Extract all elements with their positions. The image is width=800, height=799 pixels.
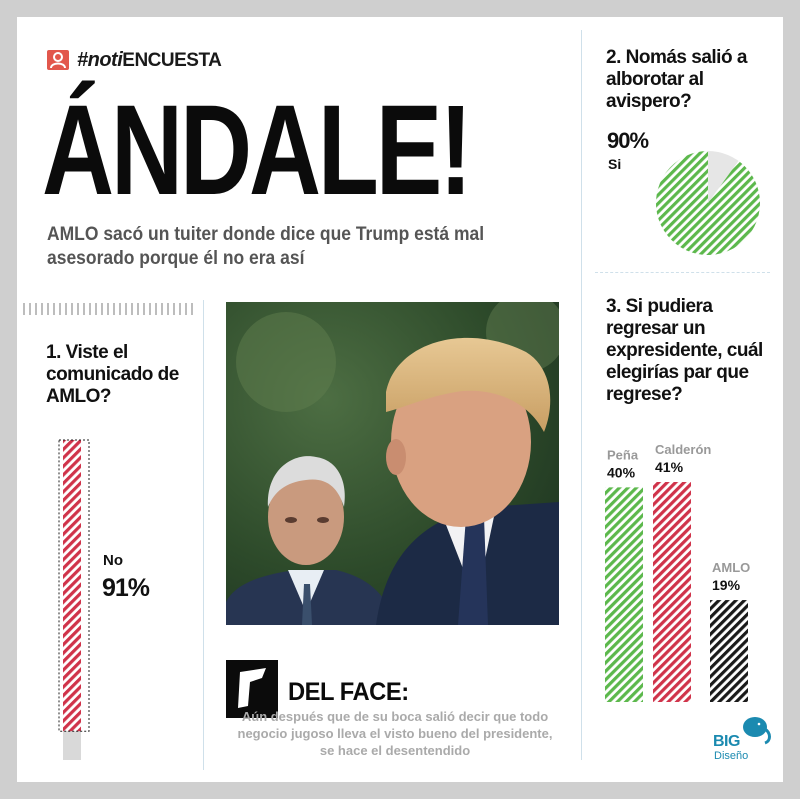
chart-2-pie <box>656 151 760 255</box>
logo-name: BIG <box>713 733 740 750</box>
question-2-title: 2. Nomás salió a alborotar al avispero? <box>606 47 747 112</box>
chart-3-category-0: Peña <box>607 447 639 462</box>
chart-3-bar-0 <box>605 487 643 702</box>
chart-3-value-label-2: 19% <box>712 577 741 593</box>
chart-3-bars: Peña 40% Calderón 41% AMLO 19% <box>605 442 750 702</box>
section-divider <box>595 272 770 273</box>
chart-3-bar-2 <box>710 600 748 702</box>
hashtag-label: #notiENCUESTA <box>77 49 222 72</box>
chart-3-value-label-0: 40% <box>607 464 636 480</box>
quote-title: DEL FACE: <box>288 678 409 706</box>
tick-ruler <box>23 303 193 315</box>
headline: ÁNDALE! <box>42 79 473 222</box>
elephant-icon <box>711 713 781 763</box>
chart-2-slice-si <box>656 151 760 255</box>
user-icon <box>47 50 69 70</box>
logo-subtitle: Diseño <box>714 750 749 762</box>
chart-2-category: Si <box>608 156 622 172</box>
question-1-title: 1. Viste el comunicado de AMLO? <box>46 342 179 407</box>
chart-1-value-label: 91% <box>102 574 150 602</box>
column-divider-right <box>581 30 582 760</box>
question-3-title: 3. Si pudiera regresar un expresidente, … <box>606 296 763 405</box>
news-photo <box>226 302 559 625</box>
chart-3-category-1: Calderón <box>655 442 711 457</box>
chart-1-bar-no <box>63 440 81 732</box>
subheadline: AMLO sacó un tuiter donde dice que Trump… <box>47 224 485 269</box>
chart-1-category: No <box>103 552 123 569</box>
chart-1-bar <box>58 439 90 760</box>
chart-3-category-2: AMLO <box>712 560 750 575</box>
quote-body: Aún después que de su boca salió decir q… <box>237 709 553 758</box>
chart-3-bar-1 <box>653 482 691 702</box>
chart-2-value-label: 90% <box>607 128 649 153</box>
hashtag-suffix: ENCUESTA <box>122 50 222 71</box>
chart-1-bar-outline <box>58 439 90 732</box>
quote-icon <box>226 660 278 718</box>
chart-3-value-label-1: 41% <box>655 459 684 475</box>
column-divider-middle <box>203 300 204 770</box>
hashtag-prefix: #noti <box>77 49 123 71</box>
